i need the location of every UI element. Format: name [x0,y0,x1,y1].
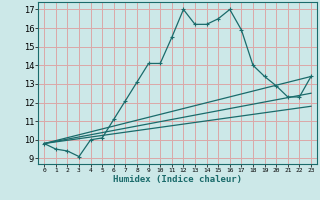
X-axis label: Humidex (Indice chaleur): Humidex (Indice chaleur) [113,175,242,184]
